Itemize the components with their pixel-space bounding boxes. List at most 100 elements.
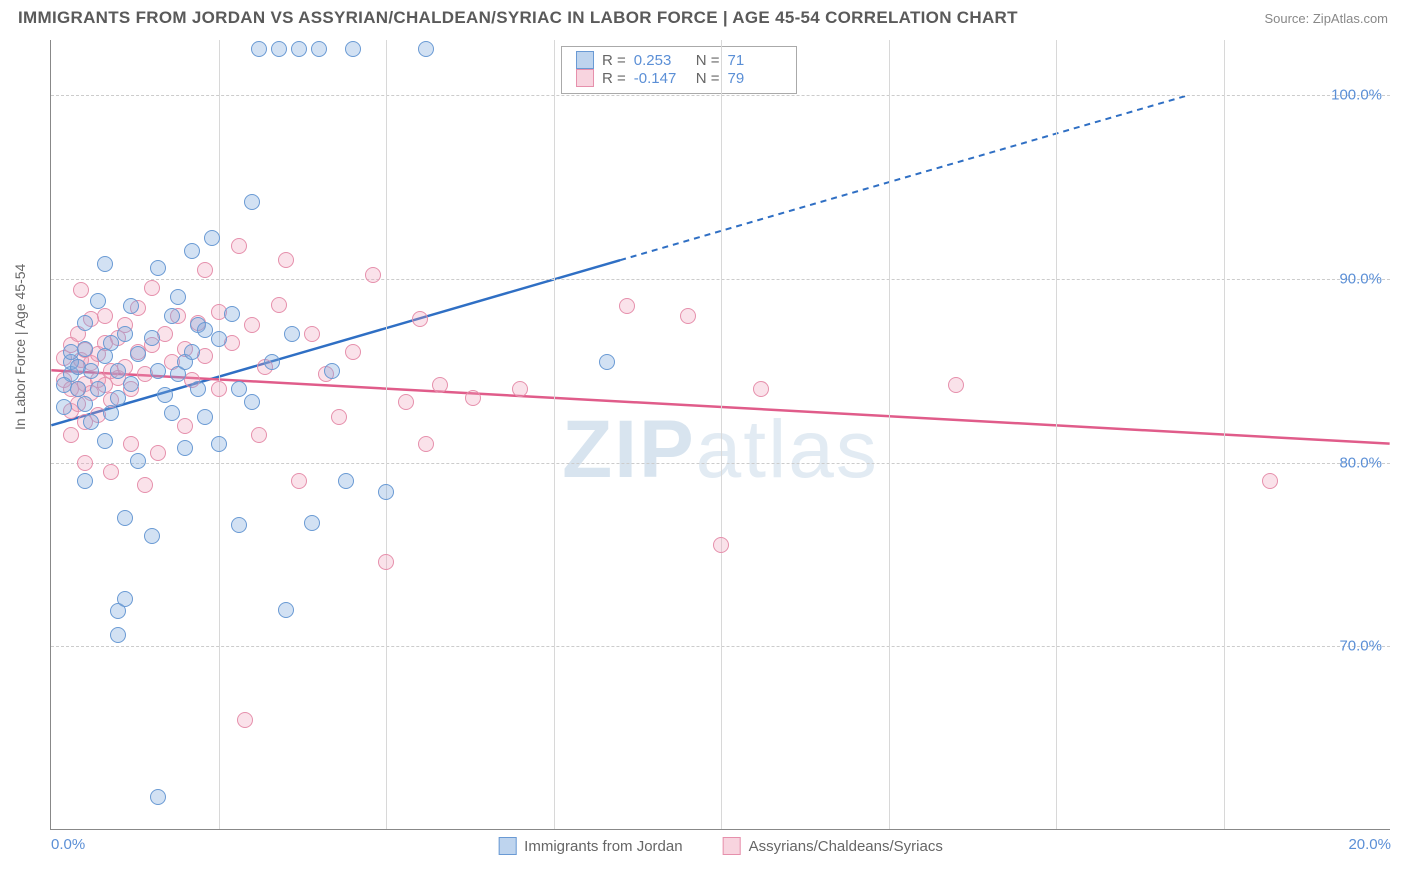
marker-series1: [97, 433, 113, 449]
marker-series1: [284, 326, 300, 342]
marker-series2: [412, 311, 428, 327]
legend-item-series2: Assyrians/Chaldeans/Syriacs: [723, 837, 943, 855]
marker-series2: [144, 280, 160, 296]
marker-series2: [137, 477, 153, 493]
legend-label-series2: Assyrians/Chaldeans/Syriacs: [749, 838, 943, 855]
marker-series1: [110, 363, 126, 379]
marker-series2: [713, 537, 729, 553]
x-tick-label: 20.0%: [1348, 836, 1391, 853]
marker-series2: [73, 282, 89, 298]
stat-row: R = -0.147 N = 79: [576, 69, 782, 87]
grid-v: [386, 40, 387, 829]
marker-series1: [190, 381, 206, 397]
stat-r-value: 0.253: [634, 52, 688, 69]
marker-series2: [231, 238, 247, 254]
trend-line-series1: [51, 260, 620, 425]
marker-series1: [150, 363, 166, 379]
marker-series2: [680, 308, 696, 324]
y-tick-label: 70.0%: [1339, 638, 1382, 655]
marker-series2: [271, 297, 287, 313]
marker-series1: [164, 308, 180, 324]
marker-series1: [77, 473, 93, 489]
marker-series1: [123, 376, 139, 392]
legend-label-series1: Immigrants from Jordan: [524, 838, 682, 855]
grid-v: [721, 40, 722, 829]
marker-series2: [1262, 473, 1278, 489]
legend-swatch-series1: [498, 837, 516, 855]
marker-series2: [365, 267, 381, 283]
marker-series1: [231, 517, 247, 533]
chart-title: IMMIGRANTS FROM JORDAN VS ASSYRIAN/CHALD…: [18, 8, 1018, 28]
marker-series1: [271, 41, 287, 57]
correlation-stat-box: R = 0.253 N = 71 R = -0.147 N = 79: [561, 46, 797, 94]
marker-series2: [619, 298, 635, 314]
legend-item-series1: Immigrants from Jordan: [498, 837, 682, 855]
stat-n-value: 79: [728, 70, 782, 87]
marker-series1: [211, 331, 227, 347]
marker-series2: [378, 554, 394, 570]
stat-n-value: 71: [728, 52, 782, 69]
stat-swatch: [576, 69, 594, 87]
marker-series2: [211, 381, 227, 397]
marker-series1: [110, 390, 126, 406]
marker-series1: [224, 306, 240, 322]
marker-series1: [291, 41, 307, 57]
marker-series1: [378, 484, 394, 500]
marker-series2: [398, 394, 414, 410]
marker-series1: [338, 473, 354, 489]
marker-series1: [345, 41, 361, 57]
marker-series1: [70, 381, 86, 397]
y-tick-label: 90.0%: [1339, 270, 1382, 287]
stat-swatch: [576, 51, 594, 69]
marker-series1: [311, 41, 327, 57]
marker-series1: [90, 293, 106, 309]
y-tick-label: 100.0%: [1331, 87, 1382, 104]
marker-series1: [77, 341, 93, 357]
marker-series1: [117, 510, 133, 526]
grid-v: [554, 40, 555, 829]
marker-series1: [130, 346, 146, 362]
marker-series1: [177, 440, 193, 456]
stat-n-label: N =: [696, 52, 720, 69]
marker-series2: [197, 262, 213, 278]
marker-series1: [77, 315, 93, 331]
marker-series1: [117, 326, 133, 342]
marker-series2: [753, 381, 769, 397]
marker-series1: [278, 602, 294, 618]
stat-r-label: R =: [602, 70, 626, 87]
marker-series1: [324, 363, 340, 379]
marker-series1: [211, 436, 227, 452]
marker-series1: [244, 394, 260, 410]
marker-series1: [97, 256, 113, 272]
marker-series2: [251, 427, 267, 443]
grid-v: [1056, 40, 1057, 829]
marker-series2: [157, 326, 173, 342]
marker-series1: [90, 381, 106, 397]
marker-series2: [331, 409, 347, 425]
marker-series2: [432, 377, 448, 393]
marker-series1: [170, 289, 186, 305]
marker-series2: [63, 427, 79, 443]
x-tick-label: 0.0%: [51, 836, 85, 853]
marker-series1: [197, 409, 213, 425]
legend-swatch-series2: [723, 837, 741, 855]
marker-series1: [144, 528, 160, 544]
marker-series2: [150, 445, 166, 461]
marker-series2: [291, 473, 307, 489]
marker-series2: [103, 464, 119, 480]
marker-series1: [418, 41, 434, 57]
marker-series1: [83, 414, 99, 430]
marker-series1: [117, 591, 133, 607]
marker-series2: [278, 252, 294, 268]
marker-series1: [103, 405, 119, 421]
marker-series1: [599, 354, 615, 370]
marker-series2: [177, 418, 193, 434]
marker-series2: [465, 390, 481, 406]
marker-series1: [123, 298, 139, 314]
grid-v: [889, 40, 890, 829]
legend: Immigrants from Jordan Assyrians/Chaldea…: [498, 837, 943, 855]
marker-series1: [157, 387, 173, 403]
marker-series1: [83, 363, 99, 379]
marker-series1: [130, 453, 146, 469]
marker-series1: [144, 330, 160, 346]
